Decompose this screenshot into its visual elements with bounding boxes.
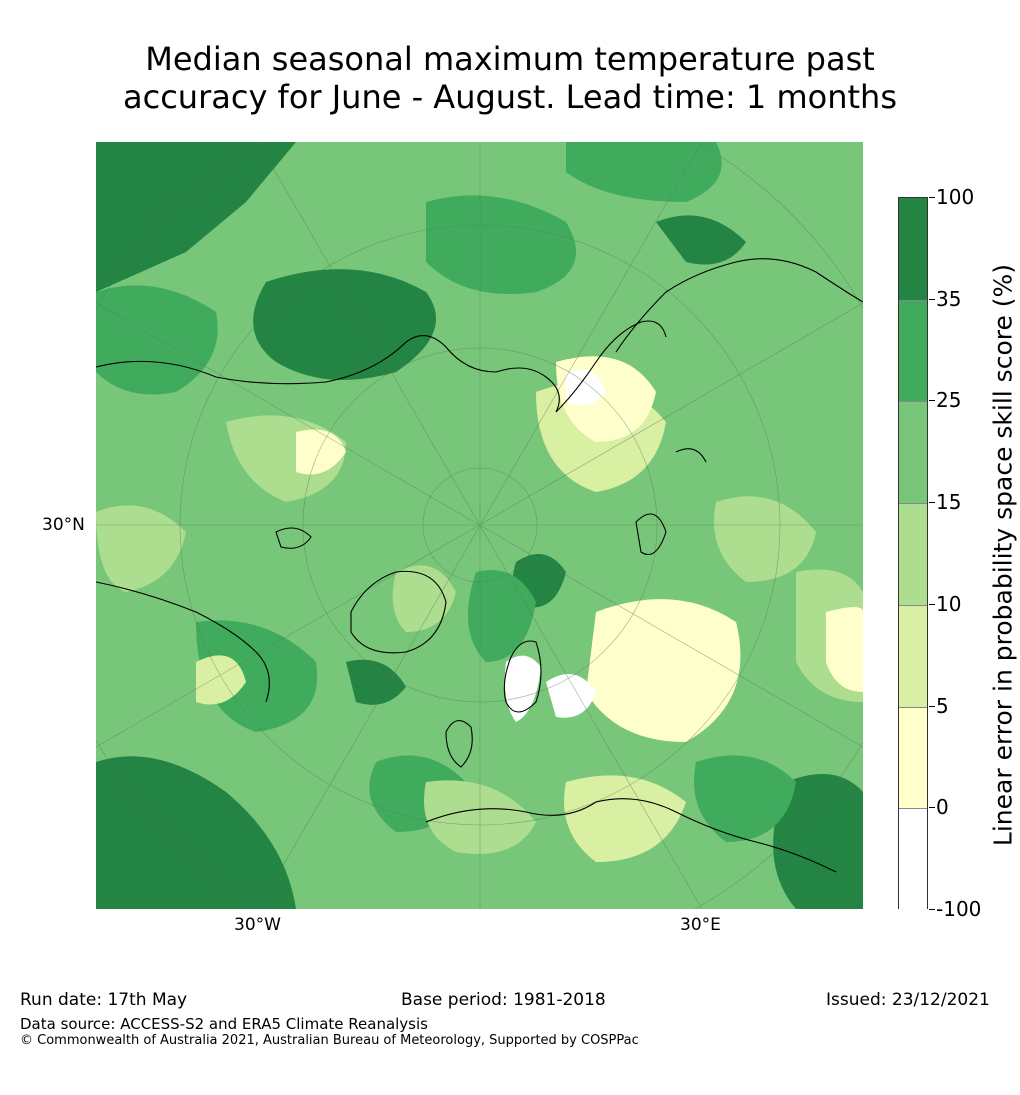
colorbar-tick-mark: [929, 298, 935, 300]
colorbar-tick-label: 25: [936, 388, 962, 413]
copyright: © Commonwealth of Australia 2021, Austra…: [20, 1033, 639, 1048]
colorbar-tick-mark: [929, 197, 935, 198]
run-date: Run date: 17th May: [20, 990, 188, 1010]
colorbar-segment: [899, 706, 927, 810]
data-source: Data source: ACCESS-S2 and ERA5 Climate …: [20, 1015, 428, 1033]
colorbar-segment: [899, 299, 927, 403]
graticule: [96, 142, 863, 909]
issued-date: Issued: 23/12/2021: [826, 990, 990, 1010]
colorbar-tick-mark: [929, 705, 935, 707]
colorbar-tick-label: 5: [936, 693, 949, 718]
colorbar-tick-label: 10: [936, 591, 962, 616]
colorbar-segment: [899, 503, 927, 606]
region-good-skill: [96, 142, 796, 842]
colorbar-tick-mark: [929, 400, 935, 402]
lon-label-30e: 30°E: [680, 915, 721, 935]
colorbar-tick-mark: [929, 502, 935, 504]
map-canvas: [96, 142, 863, 909]
colorbar-tick-label: 100: [936, 185, 975, 209]
colorbar-tick-label: 35: [936, 286, 962, 311]
colorbar-title: Linear error in probability space skill …: [988, 263, 1018, 847]
colorbar: [898, 197, 928, 911]
colorbar-tick-mark: [929, 807, 935, 809]
colorbar-segment: [899, 604, 927, 708]
base-period: Base period: 1981-2018: [401, 990, 606, 1010]
colorbar-segment: [899, 808, 927, 911]
map-title: Median seasonal maximum temperature past…: [0, 40, 1020, 116]
lat-label-30n: 30°N: [42, 515, 85, 535]
title-line-1: Median seasonal maximum temperature past: [145, 40, 875, 78]
region-negative-skill: [504, 369, 606, 722]
coastlines: [96, 258, 863, 873]
title-line-2: accuracy for June - August. Lead time: 1…: [123, 78, 897, 116]
region-high-skill: [96, 142, 863, 909]
colorbar-tick-mark: [929, 603, 935, 605]
colorbar-segment: [899, 401, 927, 505]
colorbar-tick-mark: [929, 909, 935, 910]
lon-label-30w: 30°W: [234, 915, 281, 935]
colorbar-tick-label: 15: [936, 490, 962, 515]
colorbar-segment: [899, 198, 927, 300]
colorbar-tick-label: 0: [936, 795, 949, 820]
colorbar-tick-label: -100: [936, 897, 982, 921]
skill-score-map: [96, 142, 863, 909]
